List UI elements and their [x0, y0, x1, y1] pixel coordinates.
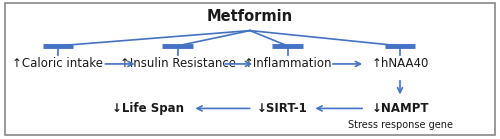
- Text: ↑Inflammation: ↑Inflammation: [243, 57, 332, 70]
- Text: ↑Caloric intake: ↑Caloric intake: [12, 57, 103, 70]
- Text: Stress response gene: Stress response gene: [348, 120, 453, 130]
- Text: ↑hNAA40: ↑hNAA40: [372, 57, 428, 70]
- Text: Metformin: Metformin: [207, 9, 293, 24]
- Text: ↓Life Span: ↓Life Span: [112, 102, 184, 115]
- Text: ↓SIRT-1: ↓SIRT-1: [257, 102, 308, 115]
- Text: ↑Insulin Resistance: ↑Insulin Resistance: [120, 57, 236, 70]
- Text: ↓NAMPT: ↓NAMPT: [371, 102, 429, 115]
